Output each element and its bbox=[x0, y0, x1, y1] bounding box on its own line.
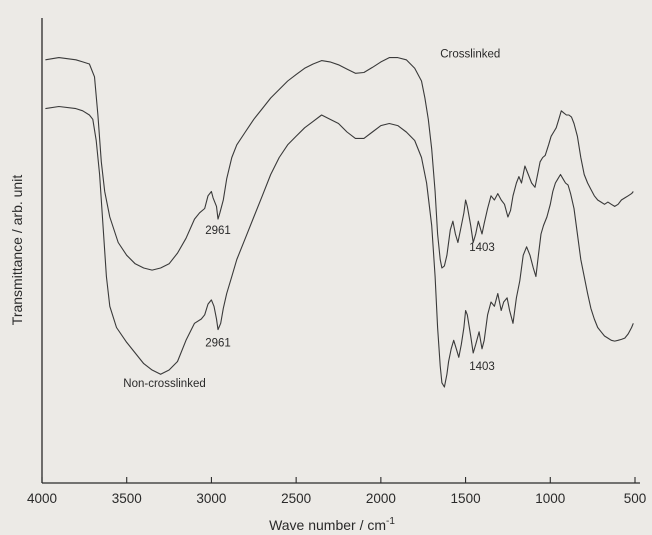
x-axis-title-text: Wave number / cm bbox=[269, 517, 386, 533]
x-axis-title: Wave number / cm-1 bbox=[269, 516, 395, 533]
annotation-label: Non-crosslinked bbox=[123, 378, 205, 390]
x-tick-label: 1500 bbox=[451, 491, 481, 506]
x-tick-label: 3000 bbox=[196, 491, 226, 506]
x-tick-label: 2000 bbox=[366, 491, 396, 506]
annotation-label: 1403 bbox=[469, 361, 495, 373]
axes bbox=[41, 18, 640, 484]
annotation-label: 2961 bbox=[205, 338, 231, 350]
annotation-label: 1403 bbox=[469, 242, 495, 254]
series-line-crosslinked bbox=[45, 57, 634, 271]
series-group bbox=[45, 57, 634, 388]
series-line-non-crosslinked bbox=[45, 105, 634, 388]
x-tick-label: 500 bbox=[624, 491, 647, 506]
annotations: Crosslinked 2961 1403 2961 1403 Non-crosslink… bbox=[123, 49, 500, 390]
x-tick-label: 3500 bbox=[112, 491, 142, 506]
x-tick-label: 4000 bbox=[27, 491, 57, 506]
x-tick-label: 1000 bbox=[535, 491, 565, 506]
y-axis-title: Transmittance / arb. unit bbox=[9, 175, 25, 326]
annotation-label: Crosslinked bbox=[440, 49, 500, 61]
x-ticks: 4000 3500 3000 2500 2000 1500 1000 500 bbox=[27, 477, 646, 506]
x-axis-title-sup: -1 bbox=[386, 516, 395, 527]
x-tick-label: 2500 bbox=[281, 491, 311, 506]
annotation-label: 2961 bbox=[205, 225, 231, 237]
